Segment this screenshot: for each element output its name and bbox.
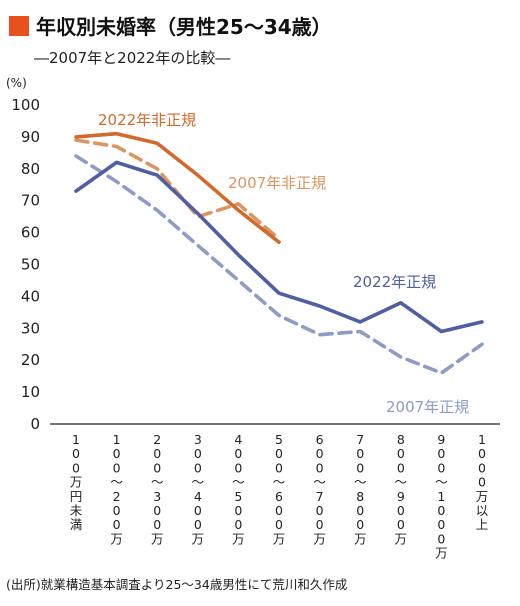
chart-subtitle: ―2007年と2022年の比較― xyxy=(34,49,230,67)
x-tick-label: 1 0 0 0 万以上 xyxy=(476,432,489,532)
x-tick-label: 7 0 0 〜 8 0 0 万 xyxy=(354,432,367,546)
x-tick-label: 5 0 0 〜 6 0 0 万 xyxy=(273,432,286,546)
y-tick-label: 100 xyxy=(11,96,40,114)
x-tick-label: 4 0 0 〜 5 0 0 万 xyxy=(232,432,245,546)
title-marker xyxy=(9,16,29,36)
x-tick-label: 6 0 0 〜 7 0 0 万 xyxy=(313,432,326,546)
x-tick-label: 3 0 0 〜 4 0 0 万 xyxy=(192,432,205,546)
x-tick-label: 9 0 0 〜 1 0 0 0 万 xyxy=(435,432,448,561)
x-tick-label: 2 0 0 〜 3 0 0 万 xyxy=(151,432,164,546)
y-tick-label: 0 xyxy=(30,415,40,433)
y-axis-ticks: 0 10 20 30 40 50 60 70 80 90 100 xyxy=(11,96,40,433)
y-tick-label: 50 xyxy=(21,256,40,274)
series-line xyxy=(74,154,484,375)
series-labels: 2022年非正規 2007年非正規 2022年正規 2007年正規 xyxy=(98,111,469,416)
y-tick-label: 40 xyxy=(21,287,40,305)
y-tick-label: 70 xyxy=(21,192,40,210)
x-tick-label: 8 0 0 〜 9 0 0 万 xyxy=(395,432,408,546)
x-tick-label: 1 0 0 〜 2 0 0 万 xyxy=(110,432,123,546)
series-line xyxy=(74,160,484,334)
series-label: 2007年正規 xyxy=(386,398,469,416)
y-tick-label: 20 xyxy=(21,351,40,369)
x-axis-category-labels: 1 0 0 万円未満 1 0 0 〜 2 0 0 万 2 0 0 〜 3 0 0 万 3 0 0 〜 4 0 0 万 4 0 0 〜 5 0 0 万 5… xyxy=(70,432,489,561)
y-tick-label: 60 xyxy=(21,224,40,242)
series-label: 2022年正規 xyxy=(353,273,436,291)
series-line xyxy=(74,131,281,244)
series-label: 2022年非正規 xyxy=(98,111,196,129)
chart-title: 年収別未婚率（男性25～34歳） xyxy=(36,15,332,39)
y-tick-label: 10 xyxy=(21,383,40,401)
series-label: 2007年非正規 xyxy=(228,174,326,192)
y-axis-unit: (%) xyxy=(6,76,27,90)
y-tick-label: 30 xyxy=(21,319,40,337)
x-tick-label: 1 0 0 万円未満 xyxy=(70,432,83,532)
series-lines xyxy=(74,131,484,375)
y-tick-label: 80 xyxy=(21,160,40,178)
source-note: (出所)就業構造基本調査より25～34歳男性にて荒川和久作成 xyxy=(6,577,347,592)
y-tick-label: 90 xyxy=(21,128,40,146)
